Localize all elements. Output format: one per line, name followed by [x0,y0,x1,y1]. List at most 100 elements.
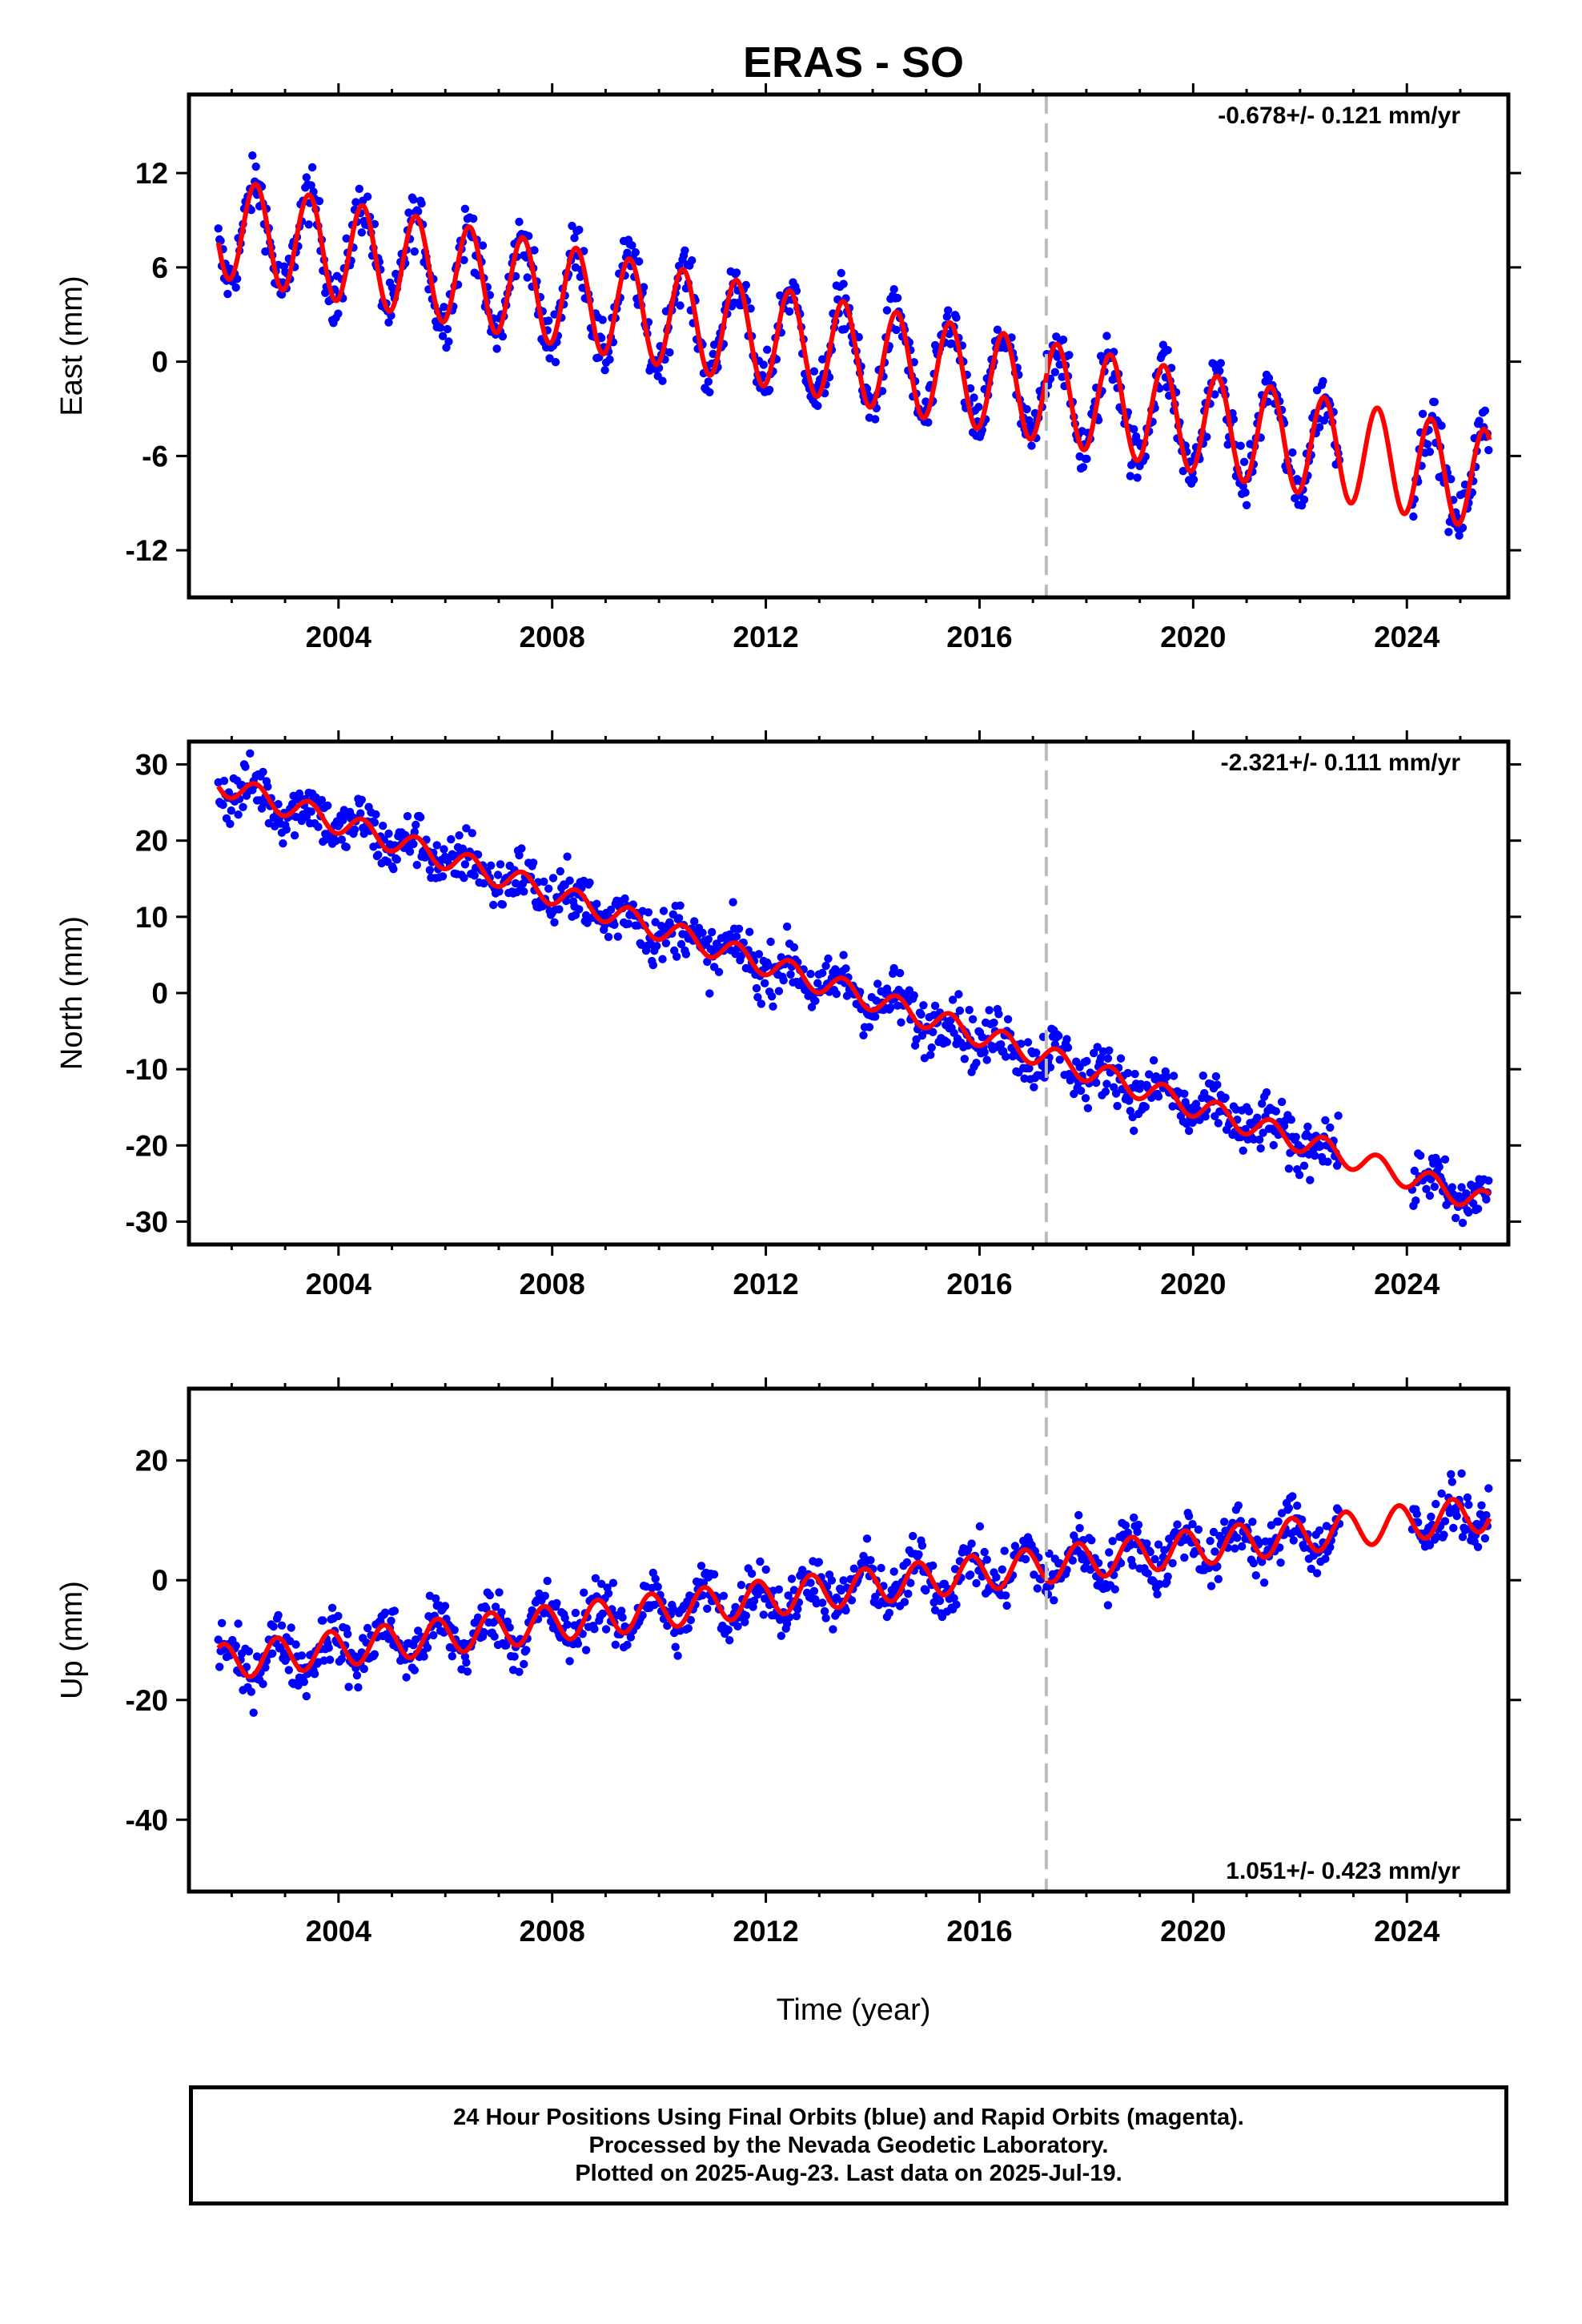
observation-point [889,285,898,294]
observation-point [705,388,714,396]
observation-point [307,181,315,190]
observation-point [703,957,712,967]
observation-point [1133,473,1142,482]
x-tick-label: 2024 [1374,1915,1440,1948]
observation-point [1002,1052,1010,1061]
observation-point [684,1624,693,1633]
observation-point [824,954,833,963]
observation-point [766,937,775,947]
observation-point [269,1622,278,1631]
observation-point [954,990,963,999]
observation-point [658,376,667,385]
observation-point [1153,1590,1162,1599]
observation-point [1411,1196,1420,1205]
observation-point [893,293,902,303]
observation-point [371,810,380,819]
observation-point [841,964,850,973]
observation-point [837,268,845,278]
observation-point [498,332,508,341]
observation-point [1256,1144,1265,1153]
observation-point [565,1657,574,1666]
observation-point [248,151,257,160]
observation-point [1032,1048,1041,1057]
observation-point [1108,1537,1117,1546]
observation-point [404,208,413,217]
velocity-annotation: 1.051+/- 0.423 mm/yr [1226,1858,1460,1884]
observation-point [601,1625,611,1634]
observation-point [219,800,227,810]
observation-point [1143,1569,1153,1578]
observation-point [1063,1043,1073,1052]
observation-point [1315,1526,1324,1535]
observation-point [972,1059,981,1068]
observation-point [1096,1053,1106,1063]
observation-point [1058,336,1068,344]
observation-point [952,1600,961,1609]
observation-point [215,1663,224,1671]
observation-point [352,1671,362,1680]
observation-point [1482,1510,1491,1520]
observation-point [325,1655,335,1664]
observation-point [249,1708,258,1717]
observation-point [259,1679,267,1688]
observation-point [688,256,697,265]
observation-point [982,1055,991,1064]
observation-point [1105,1046,1114,1055]
observation-point [563,852,572,861]
observation-point [774,987,784,995]
observation-point [370,1650,379,1659]
observation-point [334,1611,343,1621]
observation-point [1334,1112,1343,1120]
observation-point [611,1640,620,1649]
observation-point [498,900,508,909]
observation-point [821,1614,830,1622]
x-tick-label: 2020 [1160,621,1226,653]
observation-point [552,1598,561,1608]
observation-point [709,1570,719,1579]
x-axis-label: Time (year) [777,1993,931,2027]
observation-point [246,749,255,758]
observation-point [873,979,882,988]
observation-point [1102,332,1111,340]
observation-point [545,354,554,363]
x-tick-label: 2020 [1160,1915,1226,1948]
observation-point [302,1691,311,1701]
observation-point [1484,1176,1493,1185]
observation-point [854,332,863,342]
x-tick-label: 2016 [946,1268,1012,1301]
observation-point [302,813,311,822]
observation-point [1149,1055,1158,1065]
observation-point [1126,472,1135,480]
east-model-curve [215,182,1492,527]
observation-point [698,928,707,938]
observation-point [608,1578,618,1587]
observation-point [490,1632,499,1641]
observation-point [724,1626,733,1634]
observation-point [571,1608,580,1618]
observation-point [592,899,601,908]
observation-point [813,401,822,410]
observation-point [1323,1157,1332,1166]
observation-point [585,878,594,887]
y-tick-label: 20 [135,1445,168,1478]
observation-point [226,819,235,828]
observation-point [598,316,607,324]
observation-point [350,825,359,834]
observation-point [233,275,242,283]
observation-point [489,900,498,910]
observation-point [1306,1176,1315,1184]
observation-point [866,1556,875,1565]
observation-point [839,1576,848,1585]
observation-point [1075,1524,1084,1533]
observation-point [1295,1171,1304,1180]
observation-point [975,1522,985,1531]
observation-point [1206,1537,1215,1546]
observation-point [351,198,360,207]
observation-point [786,970,795,979]
observation-point [1093,1043,1102,1051]
panel-east: 2004 2008 2012 2016 2020 2024 -12 -6 0 6 12 East (m… [55,83,1521,653]
observation-point [763,345,772,354]
observation-point [359,1664,368,1674]
observation-point [732,932,741,941]
observation-point [1480,1534,1490,1543]
